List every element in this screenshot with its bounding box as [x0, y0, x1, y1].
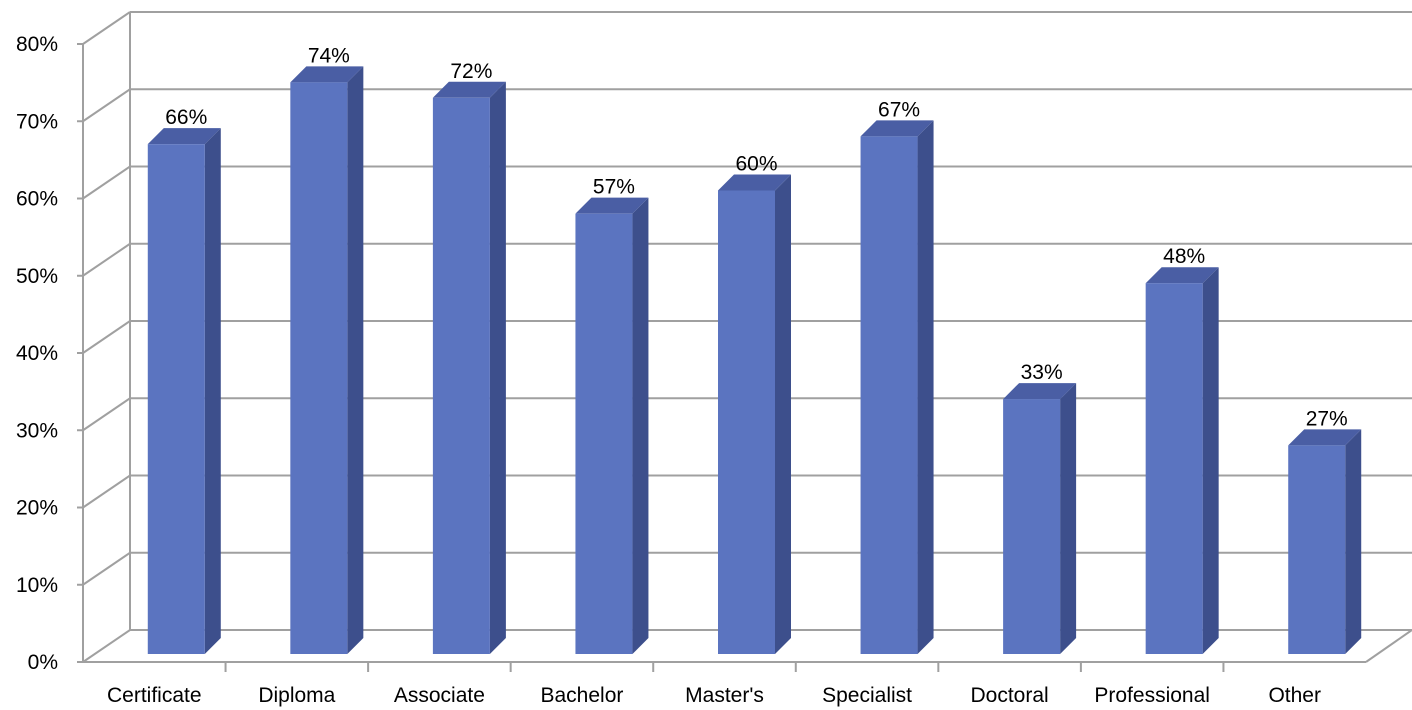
data-label: 66% — [165, 106, 207, 129]
data-label: 72% — [450, 60, 492, 83]
bar-top — [1288, 429, 1362, 446]
bar-side — [347, 66, 364, 655]
bar-side — [1345, 429, 1362, 654]
axes — [77, 12, 1412, 672]
bars — [147, 66, 1362, 655]
bar-side — [1202, 267, 1219, 654]
bar-side — [489, 81, 506, 655]
data-label: 33% — [1021, 361, 1063, 384]
y-tick-label: 40% — [16, 342, 58, 365]
x-tick-label: Diploma — [258, 684, 335, 707]
bar-side — [1060, 383, 1077, 654]
x-tick-label: Certificate — [107, 684, 202, 707]
data-label: 48% — [1163, 245, 1205, 268]
bar-side — [775, 174, 791, 654]
bar-top — [1145, 267, 1219, 284]
floor-edge — [1365, 629, 1412, 663]
bar-top — [1003, 383, 1077, 400]
y-tick-label: 50% — [16, 265, 58, 288]
bar-top — [432, 81, 506, 98]
gridline-depth — [82, 11, 131, 45]
x-tick-label: Master's — [685, 684, 764, 707]
x-tick-label: Associate — [394, 684, 485, 707]
bar — [290, 66, 364, 655]
gridline-depth — [82, 242, 131, 277]
gridline-depth — [82, 551, 131, 586]
bar-side — [204, 128, 221, 654]
bar — [860, 120, 934, 655]
bar-top — [860, 120, 934, 137]
x-tick-label: Doctoral — [971, 684, 1049, 707]
data-label: 57% — [593, 176, 635, 199]
y-tick-label: 10% — [16, 574, 58, 597]
y-tick-label: 20% — [16, 497, 58, 520]
y-tick-label: 0% — [28, 651, 58, 674]
bar-front — [860, 136, 918, 655]
bar — [1288, 429, 1362, 654]
bar-front — [718, 190, 775, 654]
bar-top — [575, 197, 649, 214]
bar-front — [575, 213, 633, 655]
gridline-depth — [82, 88, 131, 123]
data-label: 67% — [878, 98, 920, 121]
x-tick-label: Professional — [1094, 684, 1210, 707]
bar — [1003, 383, 1077, 654]
bar-front — [290, 82, 348, 655]
bar-front — [1145, 283, 1203, 654]
bar-front — [1003, 399, 1061, 654]
labels: 0% 10% 20% 30% 40% 50% 60% 70% 80% 66% Certificate… — [16, 33, 1348, 707]
gridline-depth — [82, 474, 131, 509]
data-label: 74% — [308, 44, 350, 67]
y-tick-label: 30% — [16, 419, 58, 442]
bar-top — [718, 174, 791, 191]
y-tick-label: 80% — [16, 33, 58, 56]
gridline-depth — [82, 397, 131, 432]
data-label: 27% — [1306, 407, 1348, 430]
bar — [718, 174, 791, 654]
bar-side — [917, 120, 934, 655]
x-tick-label: Bachelor — [540, 684, 623, 707]
bar-front — [1288, 445, 1346, 654]
bar-front — [432, 97, 490, 655]
bar — [575, 197, 649, 655]
bar — [1145, 267, 1219, 654]
bar — [432, 81, 506, 655]
bar-top — [147, 128, 221, 145]
y-tick-label: 70% — [16, 110, 58, 133]
x-tick-label: Specialist — [822, 684, 912, 707]
bar-top — [290, 66, 364, 83]
gridline-depth — [82, 165, 131, 200]
bar-front — [147, 144, 205, 654]
gridline-depth — [82, 320, 131, 354]
x-tick-label: Other — [1268, 684, 1321, 707]
gridline-depth — [82, 629, 131, 663]
y-tick-label: 60% — [16, 188, 58, 211]
bar — [147, 128, 221, 654]
data-label: 60% — [735, 153, 777, 176]
bar-side — [632, 197, 649, 655]
